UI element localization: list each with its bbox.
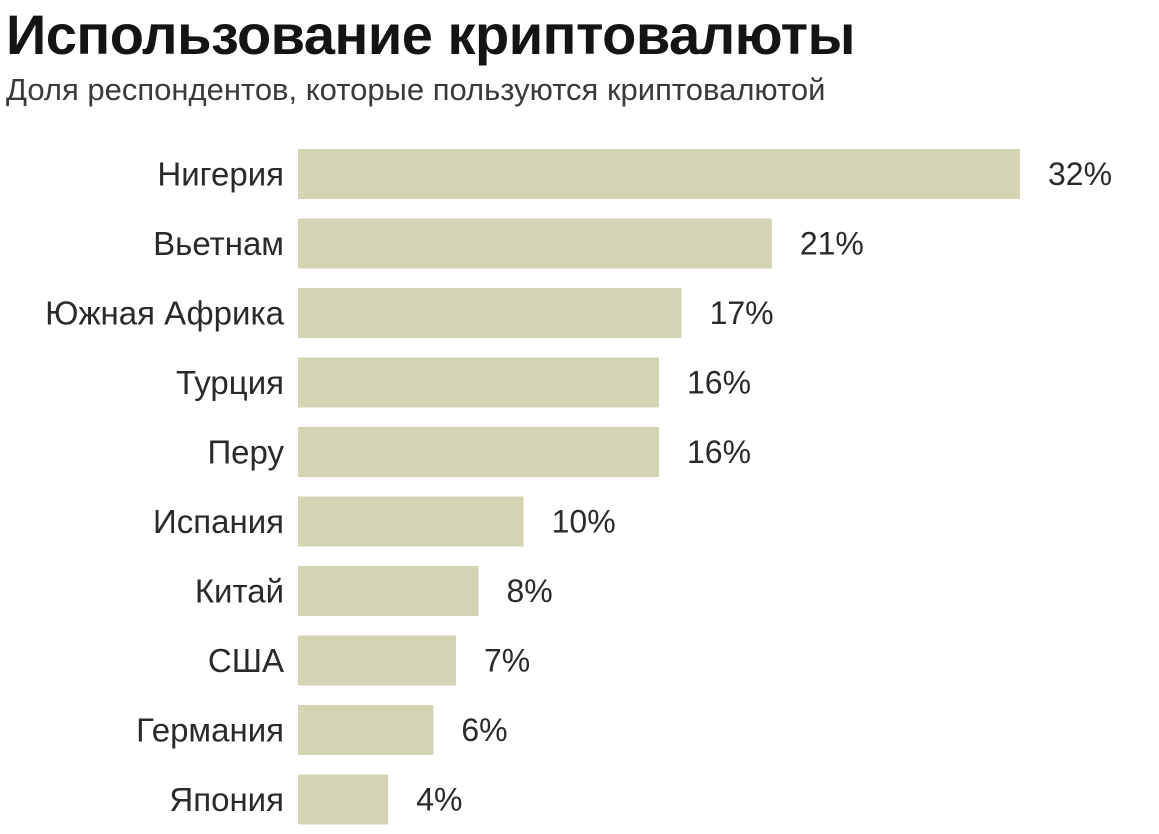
bar	[298, 496, 524, 547]
chart-title: Использование криптовалюты	[6, 3, 855, 66]
category-label: Германия	[136, 712, 284, 749]
bar	[298, 218, 772, 269]
category-label: Япония	[169, 781, 284, 818]
bar	[298, 566, 479, 616]
bar	[298, 149, 1020, 199]
category-label: Южная Африка	[45, 295, 285, 332]
category-label: Китай	[195, 573, 284, 610]
bar	[298, 357, 659, 408]
bar	[298, 635, 456, 686]
category-label: Перу	[207, 434, 284, 471]
value-label: 7%	[484, 643, 530, 679]
bar	[298, 427, 659, 477]
bar	[298, 774, 389, 825]
category-label: Турция	[176, 364, 284, 401]
value-label: 8%	[507, 573, 553, 609]
value-label: 21%	[800, 226, 864, 262]
category-label: Нигерия	[157, 156, 284, 193]
chart-subtitle: Доля респондентов, которые пользуются кр…	[6, 72, 826, 107]
value-label: 16%	[687, 365, 751, 401]
category-label: США	[208, 642, 284, 679]
value-label: 4%	[416, 782, 462, 818]
bar	[298, 288, 682, 338]
category-label: Испания	[153, 503, 284, 540]
value-label: 6%	[461, 712, 507, 748]
value-label: 17%	[710, 295, 774, 331]
value-label: 32%	[1048, 156, 1112, 192]
category-label: Вьетнам	[153, 225, 284, 262]
value-label: 16%	[687, 434, 751, 470]
value-label: 10%	[552, 504, 616, 540]
bar	[298, 705, 434, 755]
